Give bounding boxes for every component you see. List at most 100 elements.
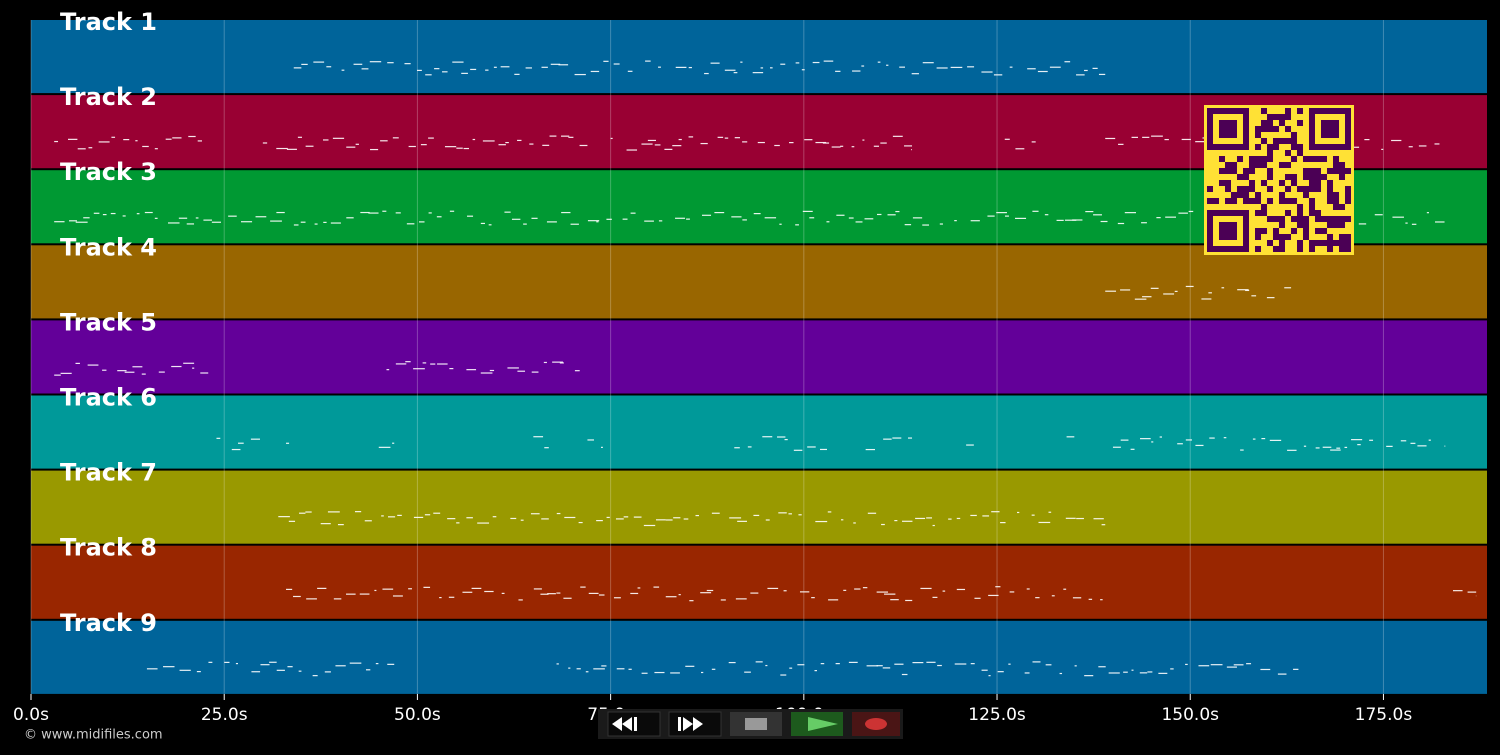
qr-module: [1279, 198, 1285, 204]
track-lane: [31, 245, 1487, 319]
qr-module: [1339, 204, 1345, 210]
qr-module: [1333, 198, 1339, 204]
qr-module: [1309, 168, 1315, 174]
qr-module: [1321, 228, 1327, 234]
qr-module: [1327, 240, 1333, 246]
controls: [598, 709, 903, 739]
qr-module: [1267, 114, 1273, 120]
qr-module: [1339, 174, 1345, 180]
qr-module: [1303, 216, 1309, 222]
qr-module: [1285, 114, 1291, 120]
track-label: Track 4: [60, 233, 157, 261]
qr-module: [1285, 138, 1291, 144]
qr-module: [1297, 222, 1303, 228]
qr-module: [1225, 198, 1231, 204]
qr-module: [1303, 192, 1309, 198]
track-label: Track 9: [60, 609, 157, 637]
qr-module: [1327, 222, 1333, 228]
qr-module: [1327, 168, 1333, 174]
track-label: Track 3: [60, 158, 157, 186]
qr-module: [1297, 144, 1303, 150]
qr-module: [1237, 186, 1243, 192]
notes: [54, 60, 1477, 677]
qr-module: [1219, 156, 1225, 162]
qr-module: [1225, 186, 1231, 192]
qr-module: [1273, 114, 1279, 120]
qr-module: [1321, 240, 1327, 246]
qr-module: [1255, 228, 1261, 234]
qr-module: [1267, 150, 1273, 156]
qr-module: [1285, 210, 1291, 216]
track-lane: [31, 470, 1487, 544]
qr-module: [1255, 198, 1261, 204]
qr-module: [1297, 210, 1303, 216]
qr-module: [1297, 240, 1303, 246]
x-tick-label: 50.0s: [394, 705, 441, 725]
qr-module: [1255, 126, 1261, 132]
track-label: Track 2: [60, 83, 157, 111]
qr-module: [1327, 246, 1333, 252]
labels: Track 1 Track 2 Track 3 Track 4 Track 5 Track…: [13, 8, 1412, 725]
qr-module: [1315, 174, 1321, 180]
qr-module: [1315, 156, 1321, 162]
qr-module: [1255, 144, 1261, 150]
qr-module: [1303, 156, 1309, 162]
qr-module: [1345, 198, 1351, 204]
qr-module: [1279, 234, 1285, 240]
qr-module: [1297, 216, 1303, 222]
qr-module: [1345, 246, 1351, 252]
qr-module: [1225, 168, 1231, 174]
qr-module: [1267, 120, 1273, 126]
qr-module: [1315, 186, 1321, 192]
track-label: Track 5: [60, 308, 157, 336]
qr-module: [1333, 216, 1339, 222]
qr-module: [1339, 222, 1345, 228]
qr-module: [1237, 192, 1243, 198]
qr-module: [1339, 216, 1345, 222]
qr-module: [1243, 168, 1249, 174]
qr-module: [1297, 204, 1303, 210]
qr-module: [1309, 240, 1315, 246]
qr-module: [1231, 192, 1237, 198]
qr-module: [1207, 186, 1213, 192]
qr-module: [1273, 144, 1279, 150]
track-label: Track 6: [60, 384, 157, 412]
footer: © www.midifiles.com: [24, 728, 163, 743]
qr-module: [1285, 150, 1291, 156]
qr-module: [1345, 168, 1351, 174]
qr-module: [1339, 240, 1345, 246]
track-lane: [31, 620, 1487, 694]
qr-module: [1279, 120, 1285, 126]
qr-module: [1321, 216, 1327, 222]
qr-module: [1339, 168, 1345, 174]
qr-module: [1255, 162, 1261, 168]
qr-module: [1255, 210, 1261, 216]
qr-finder: [1219, 120, 1237, 138]
qr-module: [1267, 186, 1273, 192]
qr-module: [1297, 186, 1303, 192]
qr-module: [1285, 234, 1291, 240]
qr-module: [1279, 180, 1285, 186]
qr-module: [1249, 198, 1255, 204]
qr-module: [1255, 132, 1261, 138]
qr-module: [1291, 156, 1297, 162]
qr-module: [1297, 246, 1303, 252]
qr-module: [1315, 228, 1321, 234]
qr-module: [1333, 240, 1339, 246]
qr-module: [1237, 174, 1243, 180]
x-tick-label: 125.0s: [968, 705, 1026, 725]
qr-module: [1261, 120, 1267, 126]
qr-module: [1261, 138, 1267, 144]
qr-module: [1273, 126, 1279, 132]
forward-icon: [678, 717, 703, 731]
qr-module: [1291, 216, 1297, 222]
qr-module: [1327, 198, 1333, 204]
qr-module: [1249, 162, 1255, 168]
qr-module: [1303, 174, 1309, 180]
qr-module: [1261, 162, 1267, 168]
qr-module: [1327, 216, 1333, 222]
qr-module: [1291, 198, 1297, 204]
qr-module: [1303, 234, 1309, 240]
qr-module: [1333, 162, 1339, 168]
qr-module: [1333, 222, 1339, 228]
